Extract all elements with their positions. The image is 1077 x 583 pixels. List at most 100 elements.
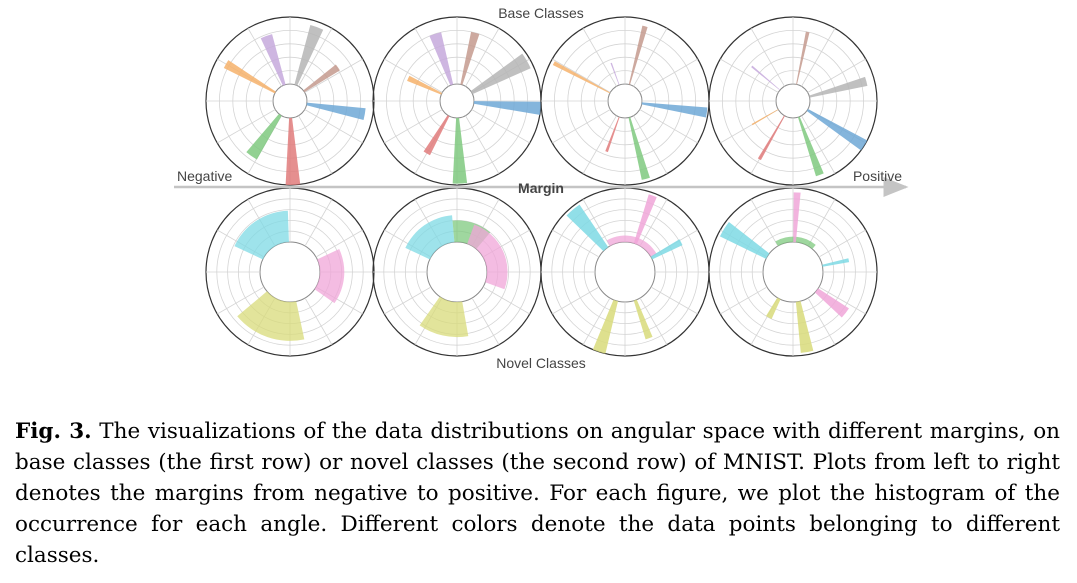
grid-spoke <box>384 109 443 144</box>
grid-spoke <box>807 58 866 93</box>
axis-left-label: Negative <box>177 168 232 184</box>
grid-spoke <box>384 58 443 93</box>
grid-spoke <box>298 28 333 87</box>
grid-spoke <box>247 28 282 87</box>
grid-spoke <box>582 115 617 174</box>
polar-panel-novel-2 <box>372 187 542 357</box>
histogram-bar-gray <box>809 76 868 98</box>
histogram-bar-brown <box>460 31 480 85</box>
histogram-bar-olive <box>795 301 814 353</box>
histogram-bar-red <box>605 116 620 153</box>
histogram-wedge-green <box>775 236 816 250</box>
histogram-wedge-pink <box>606 235 657 257</box>
grid-ring <box>751 230 835 314</box>
grid-spoke <box>217 286 265 315</box>
histogram-bar-orange <box>552 61 611 94</box>
inner-ring <box>272 83 308 119</box>
grid-spoke <box>465 28 500 87</box>
inner-ring <box>762 241 824 303</box>
polar-panel-novel-4 <box>708 187 878 357</box>
histogram-bar-cyan <box>822 258 850 267</box>
grid-spoke <box>807 199 836 247</box>
histogram-bar-red <box>423 115 450 156</box>
histogram-bar-brown <box>796 31 810 85</box>
grid-spoke <box>639 297 668 345</box>
grid-spoke <box>384 286 432 315</box>
histogram-wedge-cyan <box>234 210 289 260</box>
histogram-bar-cyan <box>566 204 609 252</box>
histogram-bar-purple <box>260 34 286 86</box>
grid-spoke <box>750 28 785 87</box>
histogram-bar-olive <box>766 297 781 319</box>
inner-ring <box>594 241 656 303</box>
grid-spoke <box>552 58 611 93</box>
axis-right-label: Positive <box>853 168 902 184</box>
histogram-bar-purple <box>610 62 620 86</box>
histogram-bar-blue <box>641 102 708 118</box>
histogram-bar-pink <box>793 192 801 243</box>
histogram-bar-red <box>285 117 301 185</box>
polar-panel-novel-1 <box>205 187 375 357</box>
polar-panel-base-1 <box>205 16 375 186</box>
polar-panel-base-2 <box>372 16 542 186</box>
histogram-bar-purple <box>751 65 781 91</box>
histogram-bar-pink <box>814 288 849 318</box>
inner-ring <box>607 83 643 119</box>
grid-spoke <box>720 58 779 93</box>
top-label: Base Classes <box>498 5 584 21</box>
histogram-bar-cyan <box>650 239 683 260</box>
grid-spoke <box>315 229 363 258</box>
histogram-bar-blue <box>306 102 366 121</box>
inner-ring <box>259 241 321 303</box>
bottom-label: Novel Classes <box>496 355 585 371</box>
grid-spoke <box>304 109 363 144</box>
histogram-bar-orange <box>751 109 779 126</box>
grid-spoke <box>304 199 333 247</box>
histogram-bar-blue <box>806 108 868 151</box>
grid-spoke <box>471 109 530 144</box>
figure: Base Classes Negative Margin Positive No… <box>174 5 909 371</box>
grid-spoke <box>750 199 779 247</box>
histogram-wedge-pink <box>467 224 508 290</box>
histogram-bar-olive <box>592 299 618 354</box>
histogram-bar-orange <box>407 75 442 95</box>
grid-spoke <box>552 229 600 258</box>
histogram-bar-olive <box>633 299 653 340</box>
histogram-bar-orange <box>223 60 276 94</box>
histogram-bar-gray <box>470 53 531 95</box>
grid-spoke <box>639 109 698 144</box>
grid-spoke <box>552 109 611 144</box>
histogram-bar-green <box>246 113 282 160</box>
grid-spoke <box>650 286 698 315</box>
polar-panels <box>205 16 878 357</box>
histogram-bar-pink <box>633 194 657 245</box>
grid-spoke <box>482 286 530 315</box>
histogram-wedge-cyan <box>405 215 455 260</box>
histogram-wedge-olive <box>419 296 469 338</box>
grid-spoke <box>582 297 611 345</box>
grid-spoke <box>304 58 363 93</box>
histogram-bar-purple <box>429 32 454 86</box>
grid-spoke <box>552 286 600 315</box>
polar-panel-novel-3 <box>540 187 710 357</box>
histogram-bar-green <box>797 116 824 177</box>
histogram-bar-brown <box>628 25 648 85</box>
grid-spoke <box>818 229 866 258</box>
histogram-bar-green <box>452 117 468 184</box>
grid-spoke <box>471 297 500 345</box>
grid-spoke <box>414 28 449 87</box>
histogram-bar-cyan <box>719 221 770 259</box>
caption-text: The visualizations of the data distribut… <box>15 419 1061 568</box>
histogram-bar-gray <box>294 25 324 86</box>
polar-panel-base-4 <box>708 16 878 186</box>
grid-spoke <box>807 297 836 345</box>
grid-spoke <box>633 28 668 87</box>
grid-spoke <box>304 297 333 345</box>
grid-spoke <box>801 115 836 174</box>
histogram-bar-blue <box>473 101 541 115</box>
figure-caption: Fig. 3. The visualizations of the data d… <box>15 416 1060 571</box>
histogram-bar-green <box>628 117 650 180</box>
histogram-bar-red <box>757 115 785 161</box>
caption-label: Fig. 3. <box>15 419 92 444</box>
grid-spoke <box>720 286 768 315</box>
